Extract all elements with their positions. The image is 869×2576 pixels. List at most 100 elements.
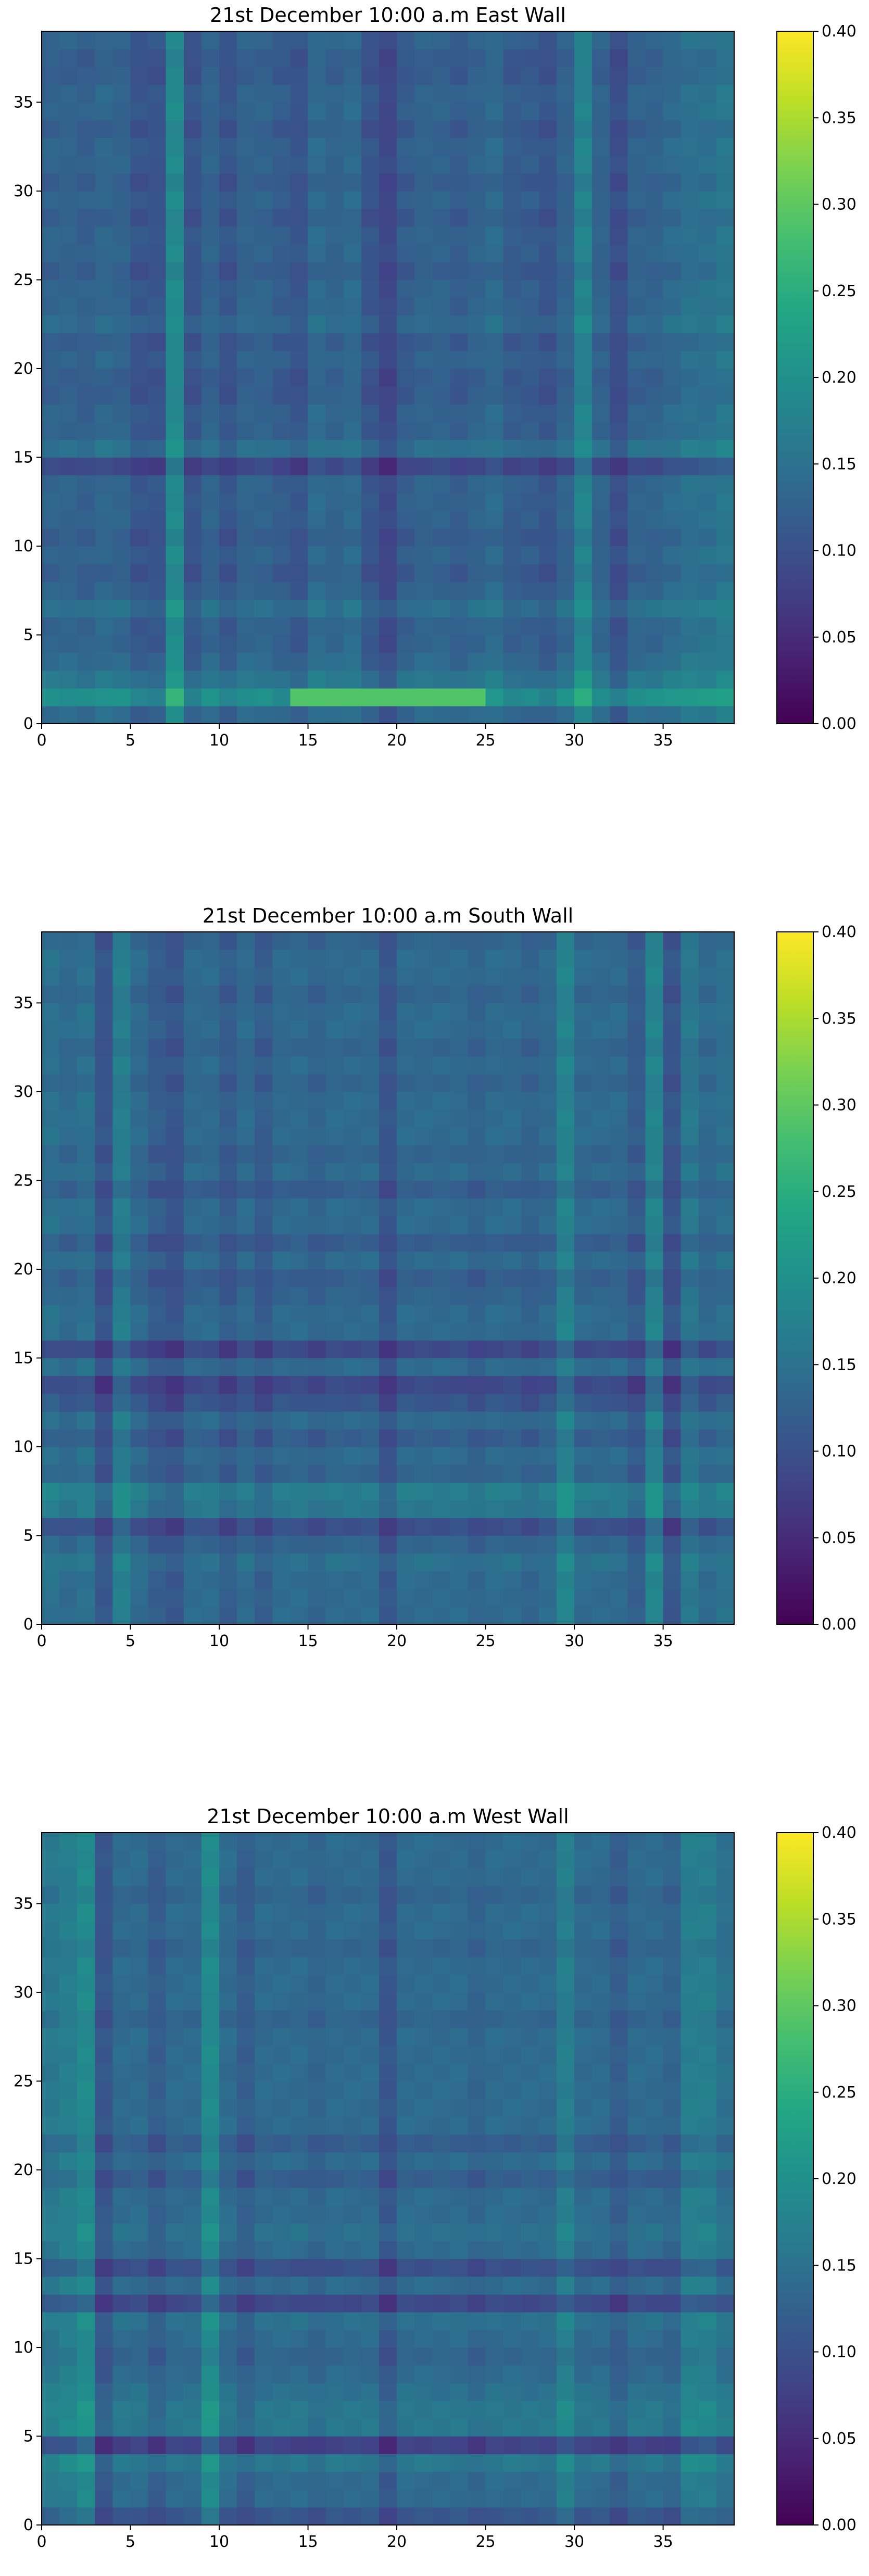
heatmap-cell [325,120,344,138]
heatmap-cell [414,546,433,564]
heatmap-cell [397,2294,415,2313]
heatmap-cell [556,950,575,968]
heatmap-cell [219,1446,237,1465]
heatmap-cell [503,2347,522,2366]
heatmap-cell [432,985,450,1004]
heatmap-cell [166,1833,184,1851]
heatmap-cell [592,1375,610,1394]
heatmap-cell [698,1163,717,1181]
heatmap-cell [432,1233,450,1252]
heatmap-cell [112,1535,131,1554]
heatmap-cell [343,1127,362,1145]
heatmap-cell [343,932,362,950]
heatmap-cell [112,1992,131,2011]
heatmap-cell [450,191,469,209]
heatmap-cell [201,1553,220,1572]
heatmap-cell [521,688,539,706]
heatmap-cell [42,1553,60,1572]
heatmap-cell [343,688,362,706]
heatmap-cell [663,2489,682,2508]
heatmap-cell [716,1322,735,1341]
heatmap-cell [201,2045,220,2064]
heatmap-cell [663,1588,682,1607]
heatmap-cell [592,1571,610,1589]
heatmap-cell [112,2347,131,2366]
heatmap-cell [148,1518,167,1536]
heatmap-cell [521,705,539,724]
heatmap-cell [521,1145,539,1163]
heatmap-cell [201,2223,220,2241]
heatmap-cell [521,1216,539,1234]
heatmap-cell [219,1091,237,1110]
heatmap-cell [397,2188,415,2206]
heatmap-cell [468,2258,486,2277]
heatmap-cell [112,2418,131,2437]
heatmap-cell [681,475,699,494]
heatmap-cell [325,1216,344,1234]
heatmap-cell [290,155,309,174]
heatmap-cell [450,1921,469,1940]
heatmap-cell [237,546,255,564]
heatmap-cell [397,2010,415,2028]
heatmap-cell [42,2258,60,2277]
heatmap-cell [166,1322,184,1341]
y-tick-label: 35 [14,994,33,1012]
heatmap-cell [343,582,362,600]
heatmap-cell [130,932,149,950]
heatmap-cell [592,1429,610,1447]
heatmap-cell [485,1868,504,1886]
heatmap-cell [343,2099,362,2117]
heatmap-cell [645,2312,664,2330]
heatmap-cell [681,333,699,351]
heatmap-cell [503,617,522,636]
heatmap-cell [503,1127,522,1145]
heatmap-cell [272,1429,291,1447]
heatmap-cell [308,1358,326,1377]
heatmap-cell [361,173,380,192]
heatmap-cell [432,1518,450,1536]
heatmap-cell [432,2294,450,2313]
heatmap-cell [290,599,309,617]
heatmap-cell [414,582,433,600]
heatmap-cell [325,31,344,49]
heatmap-cell [95,102,114,121]
heatmap-cell [112,1180,131,1199]
heatmap-cell [610,2312,628,2330]
heatmap-cell [77,493,95,511]
heatmap-cell [538,1020,557,1039]
heatmap-cell [130,985,149,1004]
heatmap-cell [361,688,380,706]
heatmap-cell [77,439,95,458]
heatmap-cell [272,1571,291,1589]
heatmap-cell [627,137,646,156]
heatmap-cell [95,1868,114,1886]
heatmap-cell [237,1939,255,1958]
heatmap-cell [503,120,522,138]
heatmap-cell [272,368,291,387]
heatmap-cell [343,173,362,192]
heatmap-cell [663,582,682,600]
heatmap-cell [42,1020,60,1039]
heatmap-cell [219,2045,237,2064]
heatmap-cell [42,244,60,262]
heatmap-cell [503,1091,522,1110]
heatmap-cell [485,1216,504,1234]
heatmap-cell [361,368,380,387]
heatmap-cell [645,1375,664,1394]
heatmap-cell [272,1251,291,1270]
heatmap-cell [272,2329,291,2348]
heatmap-cell [521,1850,539,1868]
heatmap-cell [272,31,291,49]
heatmap-cell [574,564,593,582]
heatmap-cell [272,1287,291,1305]
heatmap-cell [112,688,131,706]
heatmap-cell [308,31,326,49]
heatmap-cell [219,1358,237,1377]
heatmap-cell [77,1180,95,1199]
heatmap-cell [112,2188,131,2206]
heatmap-cell [485,1956,504,1975]
x-tick-label: 0 [36,1632,46,1650]
heatmap-cell [663,297,682,316]
heatmap-cell [42,280,60,298]
heatmap-cell [343,1216,362,1234]
